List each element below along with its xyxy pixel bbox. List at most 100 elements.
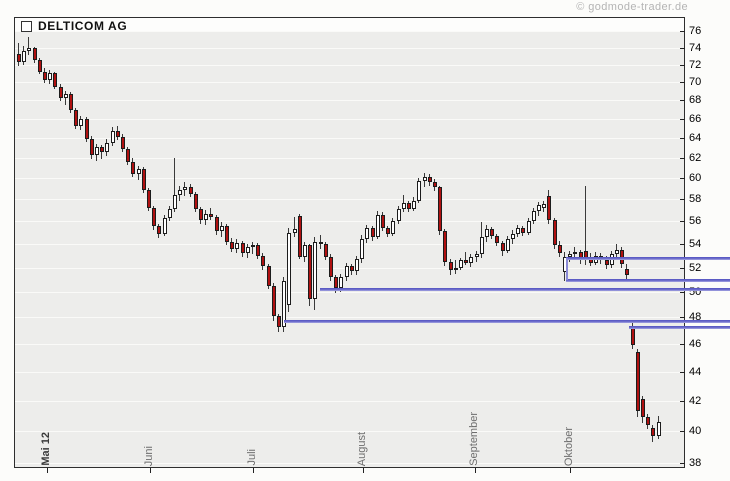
x-axis-month-label: Juli xyxy=(246,449,258,466)
x-axis-month-label: Oktober xyxy=(563,426,575,466)
candle-body xyxy=(79,118,83,126)
x-axis-tick xyxy=(47,468,48,473)
candle-body xyxy=(625,268,629,275)
consolidation-box-left-edge xyxy=(566,257,568,280)
candle-body xyxy=(111,131,115,143)
candle-body xyxy=(428,177,432,183)
candle-body xyxy=(90,139,94,155)
candle-body xyxy=(485,229,489,238)
candle-body xyxy=(568,254,572,257)
gridline xyxy=(15,31,684,32)
gridline xyxy=(15,178,684,179)
candle-body xyxy=(293,229,297,233)
y-axis-price-label: 68 xyxy=(689,94,702,106)
gridline xyxy=(15,158,684,159)
candle-body xyxy=(121,137,125,149)
y-axis-price-label: 60 xyxy=(689,172,702,184)
candle-body xyxy=(417,181,421,201)
candle-body xyxy=(157,225,161,234)
legend: DELTICOM AG xyxy=(21,19,127,33)
candle-body xyxy=(272,285,276,317)
candle-body xyxy=(449,261,453,270)
candle-body xyxy=(573,252,577,255)
candle-body xyxy=(480,237,484,255)
candle-wick xyxy=(455,260,456,274)
candle-body xyxy=(459,260,463,268)
x-axis-month-label: Mai 12 xyxy=(40,432,52,466)
y-axis-tick xyxy=(680,268,685,269)
gridline xyxy=(15,100,684,101)
candle-body xyxy=(454,267,458,270)
candle-body xyxy=(501,242,505,251)
gridline xyxy=(15,268,684,269)
y-axis-tick xyxy=(680,244,685,245)
y-axis-tick xyxy=(680,463,685,464)
candle-body xyxy=(100,146,104,152)
support-line xyxy=(566,278,730,282)
candle-body xyxy=(116,131,120,138)
gridline xyxy=(15,221,684,222)
y-axis-price-label: 72 xyxy=(689,59,702,71)
candle-body xyxy=(261,255,265,267)
gridline xyxy=(15,138,684,139)
candle-body xyxy=(605,260,609,266)
candle-body xyxy=(423,177,427,182)
y-axis-tick xyxy=(680,100,685,101)
candle-body xyxy=(220,225,224,232)
candle-body xyxy=(443,231,447,262)
candle-body xyxy=(407,202,411,210)
candle-wick xyxy=(174,157,175,213)
candle-body xyxy=(651,427,655,436)
candle-body xyxy=(506,239,510,251)
y-axis-price-label: 42 xyxy=(689,395,702,407)
candle-body xyxy=(646,417,650,425)
candle-body xyxy=(256,245,260,256)
y-axis-price-label: 40 xyxy=(689,425,702,437)
x-axis-tick xyxy=(150,468,151,473)
y-axis-tick xyxy=(680,48,685,49)
candle-body xyxy=(303,245,307,257)
y-axis-price-label: 70 xyxy=(689,76,702,88)
candle-body xyxy=(152,208,156,226)
candle-body xyxy=(376,214,380,238)
candle-body xyxy=(350,266,354,272)
candle-body xyxy=(521,228,525,233)
y-axis-tick xyxy=(680,65,685,66)
y-axis-price-label: 56 xyxy=(689,215,702,227)
candle-body xyxy=(189,186,193,195)
gridline xyxy=(15,119,684,120)
candle-body xyxy=(246,247,250,254)
candle-body xyxy=(381,214,385,229)
y-axis-tick xyxy=(680,317,685,318)
candle-body xyxy=(313,241,317,300)
candle-body xyxy=(131,161,135,175)
gridline xyxy=(15,48,684,49)
y-axis-tick xyxy=(680,178,685,179)
candle-body xyxy=(308,245,312,300)
candle-body xyxy=(27,48,31,51)
legend-checkbox-icon[interactable] xyxy=(21,20,32,32)
candle-body xyxy=(402,202,406,210)
y-axis-price-label: 48 xyxy=(689,311,702,323)
y-axis-tick xyxy=(680,31,685,32)
y-axis-tick xyxy=(680,138,685,139)
x-axis-month-label: Juni xyxy=(143,445,155,466)
candle-body xyxy=(53,73,57,87)
candle-body xyxy=(438,186,442,232)
y-axis-price-label: 66 xyxy=(689,113,702,125)
y-axis-tick xyxy=(680,344,685,345)
support-line xyxy=(320,288,730,292)
candle-body xyxy=(43,71,47,80)
candle-body xyxy=(495,235,499,243)
candle-body xyxy=(329,256,333,278)
candle-body xyxy=(553,220,557,246)
y-axis-tick xyxy=(680,119,685,120)
candle-body xyxy=(641,399,645,418)
gridline xyxy=(15,65,684,66)
y-axis-tick xyxy=(680,158,685,159)
candle-body xyxy=(147,189,151,209)
candle-body xyxy=(163,217,167,234)
x-axis-month-label: September xyxy=(468,412,480,466)
gridline xyxy=(15,401,684,402)
chart-title: DELTICOM AG xyxy=(38,19,128,33)
